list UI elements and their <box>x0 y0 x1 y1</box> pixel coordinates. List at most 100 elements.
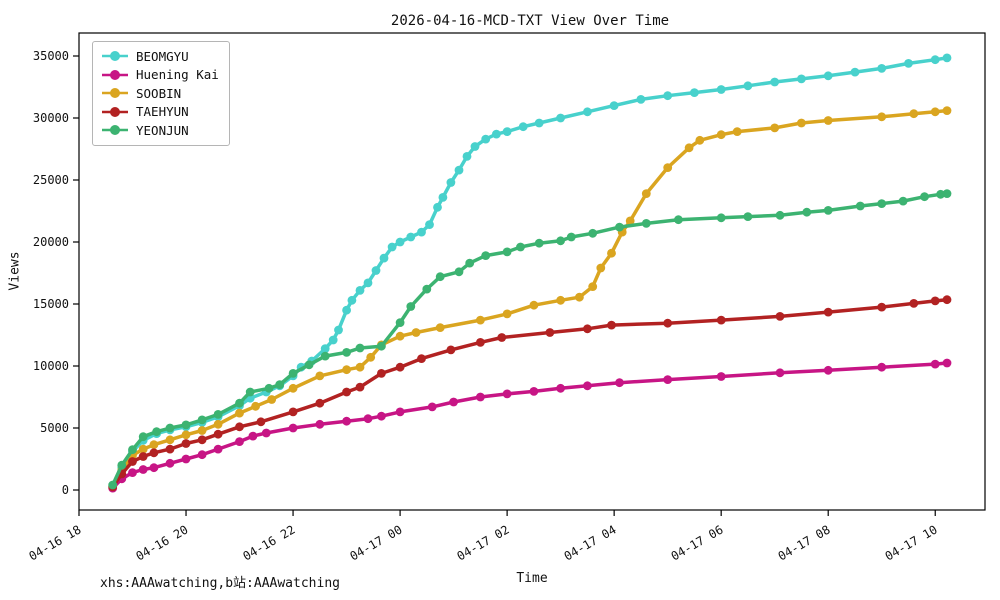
series-marker-yeonjun <box>920 192 929 202</box>
x-tick-label: 04-17 06 <box>669 522 726 563</box>
legend-label: BEOMGYU <box>136 48 189 64</box>
legend-item-huening-kai: Huening Kai <box>101 66 219 85</box>
series-marker-taehyun <box>138 452 148 461</box>
y-tick-label: 35000 <box>33 49 69 63</box>
x-tick-label: 04-16 20 <box>133 522 190 563</box>
series-marker-beomgyu <box>363 278 373 288</box>
series-marker-beomgyu <box>481 134 491 144</box>
series-marker-beomgyu <box>770 77 780 87</box>
y-tick-label: 5000 <box>40 421 69 435</box>
series-marker-yeonjun <box>288 369 298 378</box>
series-marker-taehyun <box>446 345 456 355</box>
series-marker-huening-kai <box>395 407 405 417</box>
legend-marker-icon <box>102 69 128 80</box>
series-marker-taehyun <box>909 299 919 308</box>
series-marker-yeonjun <box>516 242 525 252</box>
series-marker-huening-kai <box>315 419 325 429</box>
series-marker-soobin <box>197 426 207 435</box>
series-marker-taehyun <box>377 369 386 378</box>
series-marker-taehyun <box>877 302 887 312</box>
y-axis-label: Views <box>7 251 23 291</box>
series-marker-beomgyu <box>636 95 646 104</box>
series-marker-soobin <box>588 282 598 291</box>
series-marker-yeonjun <box>556 236 565 246</box>
x-tick-label: 04-17 02 <box>455 522 512 563</box>
series-marker-yeonjun <box>534 238 544 248</box>
series-marker-beomgyu <box>823 71 833 81</box>
series-marker-beomgyu <box>663 91 673 101</box>
series-marker-soobin <box>770 123 780 133</box>
series-marker-taehyun <box>663 318 673 328</box>
series-marker-beomgyu <box>433 202 442 212</box>
series-marker-taehyun <box>583 324 592 334</box>
series-marker-yeonjun <box>152 427 162 437</box>
series-marker-yeonjun <box>716 213 726 223</box>
series-marker-huening-kai <box>138 465 148 474</box>
series-marker-taehyun <box>930 296 940 306</box>
series-marker-beomgyu <box>877 64 887 73</box>
series-marker-yeonjun <box>898 196 908 206</box>
legend-marker-icon <box>102 125 128 136</box>
series-marker-yeonjun <box>743 212 753 222</box>
series-marker-huening-kai <box>197 450 207 460</box>
series-marker-beomgyu <box>716 85 726 94</box>
series-marker-taehyun <box>716 315 726 325</box>
series-marker-soobin <box>930 107 940 117</box>
series-marker-yeonjun <box>481 251 491 260</box>
series-marker-huening-kai <box>556 383 565 393</box>
series-marker-soobin <box>684 143 694 153</box>
series-marker-huening-kai <box>583 381 592 391</box>
series-marker-beomgyu <box>406 232 416 242</box>
series-marker-beomgyu <box>328 335 338 345</box>
series-marker-huening-kai <box>363 414 373 424</box>
series-marker-huening-kai <box>342 416 351 426</box>
series-marker-beomgyu <box>942 53 952 63</box>
series-marker-beomgyu <box>355 286 365 295</box>
series-marker-yeonjun <box>435 272 445 282</box>
series-marker-beomgyu <box>470 142 480 151</box>
y-tick-label: 15000 <box>33 297 69 311</box>
series-marker-taehyun <box>545 328 555 337</box>
series-marker-soobin <box>732 127 742 136</box>
y-tick-label: 0 <box>62 483 69 497</box>
series-marker-beomgyu <box>342 305 351 315</box>
series-marker-soobin <box>529 300 539 310</box>
series-marker-taehyun <box>823 307 833 317</box>
series-marker-huening-kai <box>377 411 386 421</box>
series-marker-soobin <box>165 435 175 445</box>
x-tick-label: 04-17 04 <box>562 522 619 563</box>
series-marker-beomgyu <box>446 178 456 187</box>
legend-item-yeonjun: YEONJUN <box>101 121 219 140</box>
series-marker-soobin <box>149 440 159 450</box>
series-marker-yeonjun <box>823 206 833 215</box>
series-marker-yeonjun <box>566 232 576 242</box>
series-marker-soobin <box>607 248 616 258</box>
series-marker-huening-kai <box>165 458 175 468</box>
series-marker-huening-kai <box>128 468 137 477</box>
series-marker-beomgyu <box>743 81 753 91</box>
legend-label: SOOBIN <box>136 85 182 101</box>
series-marker-huening-kai <box>235 437 244 446</box>
series-marker-taehyun <box>476 338 485 347</box>
series-marker-beomgyu <box>609 101 619 110</box>
x-axis-label: Time <box>516 571 548 586</box>
series-marker-huening-kai <box>877 362 887 372</box>
x-tick-label: 04-17 08 <box>776 522 833 563</box>
series-marker-soobin <box>823 116 833 125</box>
series-marker-soobin <box>663 163 673 173</box>
series-marker-taehyun <box>181 439 191 448</box>
series-marker-soobin <box>288 383 298 393</box>
series-marker-taehyun <box>395 362 405 372</box>
series-marker-yeonjun <box>674 215 683 225</box>
series-marker-yeonjun <box>377 341 386 351</box>
series-marker-huening-kai <box>942 358 952 368</box>
series-marker-beomgyu <box>425 220 434 230</box>
x-tick-label: 04-16 18 <box>26 522 83 563</box>
series-marker-beomgyu <box>347 295 357 305</box>
series-marker-soobin <box>575 292 584 302</box>
series-marker-huening-kai <box>775 368 785 378</box>
series-marker-taehyun <box>942 295 952 305</box>
series-marker-yeonjun <box>395 318 405 327</box>
series-marker-huening-kai <box>930 359 940 369</box>
series-marker-yeonjun <box>615 222 624 232</box>
